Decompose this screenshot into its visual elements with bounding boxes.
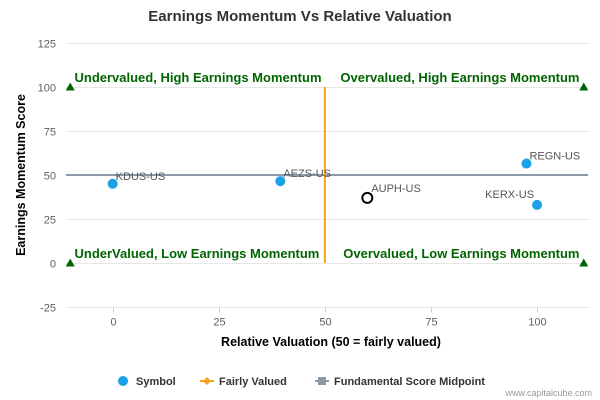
quadrant-label: Undervalued, High Earnings Momentum — [74, 70, 321, 85]
y-tick-label: 100 — [38, 83, 56, 95]
series-layer: KDUS-US AEZS-US REGN-US KERX-US AUPH-US — [65, 82, 589, 267]
annotation-layer: Undervalued, High Earnings Momentum Overv… — [74, 70, 579, 261]
credit-text: www.capitalcube.com — [504, 388, 592, 398]
legend-item-label: Fairly Valued — [219, 376, 287, 388]
y-tick-label: 0 — [50, 259, 56, 271]
quadrant-label: Overvalued, Low Earnings Momentum — [343, 246, 579, 261]
y-tick-label: -25 — [40, 303, 56, 315]
corner-marker — [65, 258, 75, 267]
legend-symbol-marker — [118, 376, 128, 386]
x-tick-label: 25 — [213, 317, 225, 329]
x-tick-label: 75 — [425, 317, 437, 329]
data-point-label: REGN-US — [529, 151, 580, 163]
quadrant-label: UnderValued, Low Earnings Momentum — [74, 246, 319, 261]
x-tick-label: 100 — [528, 317, 546, 329]
axis-layer: 125 100 75 50 25 0 -25 0 25 50 75 100 — [38, 39, 547, 329]
data-point-label: KERX-US — [485, 189, 534, 201]
corner-marker — [579, 258, 589, 267]
data-point-label: KDUS-US — [116, 171, 166, 183]
corner-marker — [65, 82, 75, 91]
y-axis-title: Earnings Momentum Score — [14, 94, 28, 256]
highlight-point — [361, 191, 374, 204]
y-tick-label: 25 — [44, 215, 56, 227]
legend-midpoint-marker — [318, 377, 326, 385]
y-tick-label: 125 — [38, 39, 56, 51]
data-point — [532, 199, 543, 210]
data-point-label: AEZS-US — [283, 168, 331, 180]
data-point — [275, 176, 286, 187]
data-point — [521, 158, 532, 169]
highlight-point-label: AUPH-US — [371, 183, 421, 195]
chart-title: Earnings Momentum Vs Relative Valuation — [148, 8, 451, 25]
legend-item-label: Symbol — [136, 376, 176, 388]
x-tick-label: 50 — [319, 317, 331, 329]
legend: Symbol Fairly Valued Fundamental Score Mid… — [118, 376, 485, 388]
corner-marker — [579, 82, 589, 91]
x-tick-label: 0 — [110, 317, 116, 329]
quadrant-label: Overvalued, High Earnings Momentum — [340, 70, 579, 85]
x-axis-title: Relative Valuation (50 = fairly valued) — [221, 335, 441, 349]
legend-item-label: Fundamental Score Midpoint — [334, 376, 485, 388]
y-tick-label: 75 — [44, 127, 56, 139]
legend-fairly-valued-marker — [203, 377, 211, 385]
y-tick-label: 50 — [44, 171, 56, 183]
data-point — [107, 178, 118, 189]
